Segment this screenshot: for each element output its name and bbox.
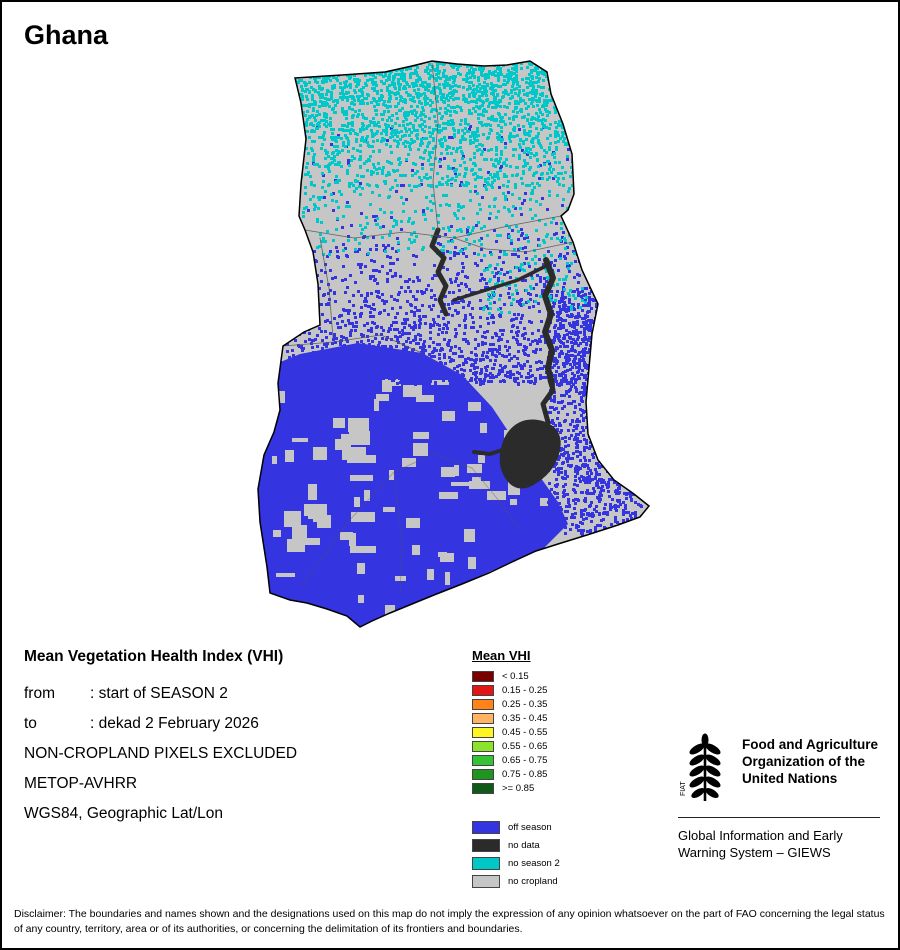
fao-org-line: United Nations xyxy=(742,771,838,786)
legend-class-row: < 0.15 xyxy=(472,671,560,682)
meta-from-value: : start of SEASON 2 xyxy=(90,685,228,702)
legend-title: Mean VHI xyxy=(472,648,531,663)
legend-color-swatch xyxy=(472,713,494,724)
legend-color-swatch xyxy=(472,685,494,696)
legend-class-row: 0.65 - 0.75 xyxy=(472,755,560,766)
disclaimer-text: Disclaimer: The boundaries and names sho… xyxy=(14,908,885,935)
legend-color-swatch xyxy=(472,755,494,766)
legend-color-swatch xyxy=(472,671,494,682)
legend-color-swatch xyxy=(472,821,500,834)
legend-class-label: 0.75 - 0.85 xyxy=(502,769,548,780)
fiat-text: FIAT xyxy=(680,781,687,796)
meta-to: to : dekad 2 February 2026 xyxy=(24,709,297,739)
legend-class-label: 0.35 - 0.45 xyxy=(502,713,548,724)
fao-logo: FIAT PANIS xyxy=(680,733,721,801)
legend-season-categories: off season no data no season 2 no cropla… xyxy=(472,821,560,888)
legend-category-row: off season xyxy=(472,821,560,834)
fao-lockup: FIAT PANIS Food and Agriculture Organiza… xyxy=(678,733,883,805)
legend-class-row: 0.45 - 0.55 xyxy=(472,727,560,738)
legend: Mean VHI < 0.15 0.15 - 0.25 0.25 - 0.35 xyxy=(472,648,560,893)
legend-vhi-classes: < 0.15 0.15 - 0.25 0.25 - 0.35 0.35 - 0.… xyxy=(472,671,560,794)
legend-category-row: no season 2 xyxy=(472,857,560,870)
legend-category-row: no data xyxy=(472,839,560,852)
legend-class-label: 0.55 - 0.65 xyxy=(502,741,548,752)
legend-color-swatch xyxy=(472,857,500,870)
meta-to-value: : dekad 2 February 2026 xyxy=(90,715,259,732)
legend-class-label: 0.25 - 0.35 xyxy=(502,699,548,710)
fao-org-line: Food and Agriculture xyxy=(742,737,878,752)
legend-class-label: 0.65 - 0.75 xyxy=(502,755,548,766)
legend-category-label: no data xyxy=(508,840,540,851)
legend-class-label: 0.45 - 0.55 xyxy=(502,727,548,738)
meta-sensor: METOP-AVHRR xyxy=(24,775,138,792)
fao-org-name: Food and Agriculture Organization of the… xyxy=(742,733,878,787)
legend-class-label: < 0.15 xyxy=(502,671,529,682)
legend-category-label: off season xyxy=(508,822,552,833)
giews-line: Warning System – GIEWS xyxy=(678,845,831,860)
legend-class-row: 0.25 - 0.35 xyxy=(472,699,560,710)
legend-category-row: no cropland xyxy=(472,875,560,888)
giews-name: Global Information and Early Warning Sys… xyxy=(678,827,883,861)
fao-footer-block: FIAT PANIS Food and Agriculture Organiza… xyxy=(678,733,883,861)
meta-projection: WGS84, Geographic Lat/Lon xyxy=(24,805,224,822)
legend-class-row: 0.35 - 0.45 xyxy=(472,713,560,724)
legend-class-label: 0.15 - 0.25 xyxy=(502,685,548,696)
legend-color-swatch xyxy=(472,699,494,710)
legend-class-row: 0.15 - 0.25 xyxy=(472,685,560,696)
meta-from-label: from xyxy=(24,685,55,702)
page-title: Ghana xyxy=(24,20,109,50)
meta-from: from : start of SEASON 2 xyxy=(24,679,297,709)
legend-color-swatch xyxy=(472,727,494,738)
legend-color-swatch xyxy=(472,875,500,888)
footer-divider xyxy=(678,817,880,818)
legend-class-label: >= 0.85 xyxy=(502,783,535,794)
legend-class-row: 0.55 - 0.65 xyxy=(472,741,560,752)
legend-category-label: no cropland xyxy=(508,876,558,887)
legend-color-swatch xyxy=(472,741,494,752)
vhi-heading: Mean Vegetation Health Index (VHI) xyxy=(24,648,284,665)
map-metadata-block: Mean Vegetation Health Index (VHI) from:… xyxy=(24,648,297,829)
legend-color-swatch xyxy=(472,783,494,794)
legend-category-label: no season 2 xyxy=(508,858,560,869)
legend-class-row: 0.75 - 0.85 xyxy=(472,769,560,780)
legend-color-swatch xyxy=(472,839,500,852)
legend-color-swatch xyxy=(472,769,494,780)
fao-org-line: Organization of the xyxy=(742,754,865,769)
meta-noncropland: NON-CROPLAND PIXELS EXCLUDED xyxy=(24,745,298,762)
giews-line: Global Information and Early xyxy=(678,828,843,843)
legend-class-row: >= 0.85 xyxy=(472,783,560,794)
meta-to-label: to xyxy=(24,715,37,732)
